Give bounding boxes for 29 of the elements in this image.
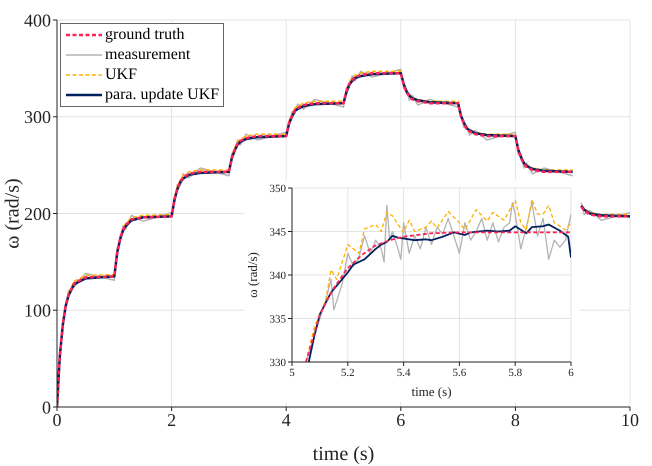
x-tick-label: 6 (396, 410, 406, 430)
y-tick-label: 350 (270, 182, 286, 195)
y-tick-label: 300 (24, 107, 51, 128)
x-tick-label: 2 (167, 410, 176, 430)
x-tick-label: 8 (510, 410, 520, 430)
legend-label: measurement (105, 45, 190, 65)
x-tick-label: 10 (621, 410, 639, 430)
y-tick-label: 200 (24, 204, 51, 224)
legend-label: ground truth (105, 25, 185, 45)
y-tick-label: 345 (270, 226, 286, 238)
x-tick-label: 6 (568, 366, 574, 379)
y-tick-label: 400 (24, 10, 51, 30)
legend-label: para. update UKF (105, 85, 220, 105)
y-axis-title: ω (rad/s) (244, 252, 260, 298)
y-tick-label: 340 (270, 270, 286, 282)
x-tick-label: 5 (289, 366, 296, 379)
x-tick-label: 5.4 (396, 366, 411, 379)
x-tick-label: 4 (282, 410, 291, 430)
x-tick-label: 5.6 (452, 366, 467, 379)
x-axis-title: time (s) (411, 384, 452, 399)
y-tick-label: 330 (270, 356, 286, 369)
x-tick-label: 5.8 (508, 366, 523, 379)
legend-label: UKF (105, 65, 138, 85)
y-axis-title: ω (rad/s) (2, 178, 24, 249)
x-axis-title: time (s) (312, 443, 374, 465)
y-tick-label: 0 (42, 397, 51, 418)
y-tick-label: 100 (24, 300, 51, 321)
x-tick-label: 5.2 (340, 366, 355, 379)
y-tick-label: 335 (270, 313, 286, 326)
